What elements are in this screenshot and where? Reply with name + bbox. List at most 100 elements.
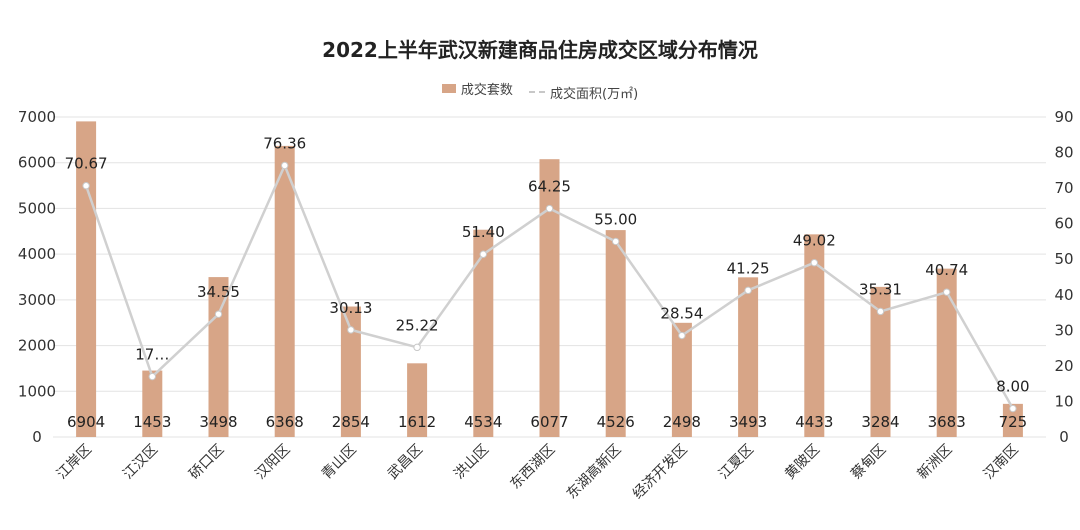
bar-data-label: 6077 [530, 413, 568, 431]
bar-data-label: 3493 [729, 413, 767, 431]
y-right-tick: 60 [1054, 215, 1073, 233]
line-data-label: 17… [135, 346, 169, 364]
bar-data-label: 2854 [332, 413, 370, 431]
legend: 成交套数 成交面积(万㎡) [0, 79, 1080, 102]
line-data-label: 28.54 [660, 305, 703, 323]
line-data-label: 55.00 [594, 210, 637, 228]
x-category-label: 江岸区 [54, 442, 95, 483]
line-point [612, 237, 620, 246]
x-category-label: 东湖高新区 [563, 441, 625, 503]
line-data-label: 70.67 [65, 155, 108, 173]
line-point [214, 310, 223, 318]
y-left-tick: 2000 [18, 337, 56, 355]
y-left-tick: 6000 [18, 154, 56, 172]
y-right-tick: 0 [1059, 428, 1069, 446]
x-category-label: 汉阳区 [253, 442, 294, 483]
bar-data-label: 4534 [464, 413, 502, 431]
y-left-tick: 0 [32, 428, 42, 446]
x-category-label: 江汉区 [120, 442, 161, 483]
x-category-label: 蔡甸区 [848, 442, 889, 483]
legend-label-line: 成交面积(万㎡) [550, 86, 639, 102]
y-right-tick: 30 [1054, 321, 1073, 339]
chart-title: 2022上半年武汉新建商品住房成交区域分布情况 [322, 38, 758, 62]
line-point [810, 259, 818, 267]
y-right-tick: 90 [1054, 108, 1073, 126]
line-point [678, 331, 686, 340]
x-category-label: 江夏区 [716, 442, 757, 483]
y-left-tick: 4000 [18, 245, 56, 263]
bar [605, 230, 626, 437]
bar [738, 277, 759, 437]
y-left-tick: 7000 [18, 108, 56, 126]
line-point [413, 343, 421, 352]
legend-item-line: 成交面积(万㎡) [529, 83, 638, 102]
bar [340, 306, 361, 437]
bar-data-label: 6368 [266, 413, 304, 431]
legend-label-bars: 成交套数 [460, 83, 513, 98]
bar [274, 145, 295, 438]
line-point [479, 250, 487, 258]
bar [804, 234, 825, 437]
bar-data-label: 2498 [663, 413, 701, 431]
bar [208, 277, 229, 437]
line-point [148, 372, 157, 381]
bar-data-label: 1453 [133, 413, 171, 431]
bar-data-label: 3284 [861, 413, 899, 431]
line-point [744, 286, 752, 295]
line-data-label: 25.22 [396, 316, 439, 334]
x-category-label: 硚口区 [186, 442, 227, 483]
legend-item-bars: 成交套数 [441, 79, 513, 98]
y-right-tick: 10 [1054, 392, 1073, 410]
y-left-tick: 1000 [18, 382, 56, 400]
x-category-label: 青山区 [319, 442, 360, 483]
bar [1002, 403, 1023, 437]
bar-data-label: 4433 [795, 413, 833, 431]
line-data-label: 49.02 [793, 232, 836, 250]
line-data-label: 64.25 [528, 178, 571, 196]
bar [539, 159, 560, 438]
line-point [876, 307, 885, 316]
y-right-tick: 70 [1054, 179, 1073, 197]
line-point [347, 326, 355, 334]
y-left-tick: 3000 [18, 291, 56, 309]
line-data-label: 30.13 [329, 299, 372, 317]
bar-data-label: 1612 [398, 413, 436, 431]
line-data-label: 76.36 [263, 134, 306, 152]
bar [142, 370, 163, 437]
line-data-label: 34.55 [197, 283, 240, 301]
x-category-label: 经济开发区 [630, 442, 691, 503]
bar-data-label: 4526 [597, 413, 635, 431]
bar [407, 363, 428, 437]
bar-data-label: 3498 [199, 413, 237, 431]
y-right-tick: 50 [1054, 250, 1073, 268]
bar [473, 229, 494, 437]
line-point [82, 182, 90, 190]
y-right-tick: 40 [1054, 286, 1073, 304]
x-category-label: 新洲区 [915, 442, 956, 483]
line-point [281, 161, 289, 170]
x-category-label: 武昌区 [385, 442, 426, 483]
bar [936, 268, 957, 437]
bar [870, 286, 891, 437]
bar [671, 322, 692, 437]
x-category-label: 黄陂区 [781, 441, 823, 483]
line-data-label: 35.31 [859, 280, 902, 298]
bar-data-label: 3683 [928, 413, 966, 431]
y-left-tick: 5000 [18, 199, 56, 217]
x-category-label: 汉南区 [981, 442, 1022, 483]
line-data-label: 41.25 [727, 259, 770, 277]
line-point [1009, 404, 1017, 413]
line-point [943, 288, 951, 296]
x-category-label: 东西湖区 [507, 442, 558, 493]
x-category-label: 洪山区 [451, 442, 492, 483]
y-right-tick: 80 [1054, 144, 1073, 162]
bar-data-label: 6904 [67, 413, 105, 431]
line-data-label: 51.40 [462, 223, 505, 241]
legend-swatch-line [529, 91, 545, 93]
y-right-tick: 20 [1054, 357, 1073, 375]
bar-data-label: 725 [999, 413, 1028, 431]
legend-swatch-bars [441, 84, 456, 93]
line-point [545, 204, 554, 213]
line-data-label: 8.00 [996, 378, 1029, 396]
